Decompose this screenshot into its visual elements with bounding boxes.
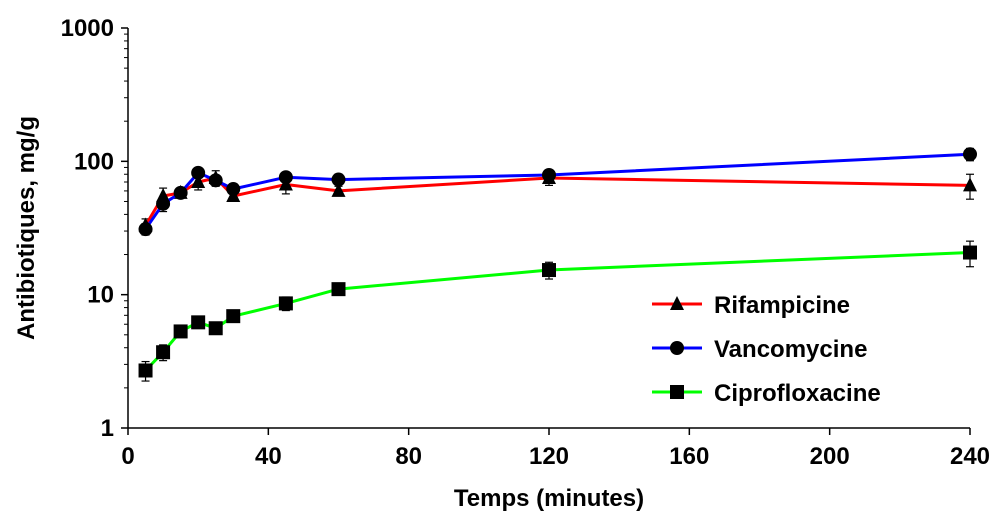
- x-tick-label-120: 120: [529, 443, 569, 470]
- series-rifampicine: [138, 169, 977, 234]
- point-ciprofloxacine-5: [138, 363, 153, 378]
- point-rifampicine-240: [963, 177, 977, 192]
- series-layer: [138, 147, 977, 382]
- series-line-rifampicine: [144, 176, 971, 227]
- point-vancomycine-60: [331, 172, 346, 187]
- legend-item-ciprofloxacine: Ciprofloxacine: [652, 380, 881, 407]
- point-vancomycine-5: [138, 222, 153, 237]
- x-tick-label-40: 40: [255, 443, 282, 470]
- x-axis-title: Temps (minutes): [454, 485, 644, 512]
- series-line-ciprofloxacine: [144, 251, 971, 372]
- point-vancomycine-30: [226, 182, 241, 197]
- series-vancomycine: [138, 147, 977, 237]
- legend-label-rifampicine: Rifampicine: [714, 292, 850, 319]
- point-ciprofloxacine-10: [156, 345, 171, 360]
- y-tick-label-10: 10: [87, 282, 114, 309]
- legend-label-vancomycine: Vancomycine: [714, 336, 867, 363]
- y-tick-label-1000: 1000: [61, 15, 114, 42]
- y-tick-label-100: 100: [74, 148, 114, 175]
- point-ciprofloxacine-25: [208, 321, 223, 336]
- x-tick-label-200: 200: [810, 443, 850, 470]
- legend-item-rifampicine: Rifampicine: [652, 292, 850, 319]
- point-ciprofloxacine-15: [173, 324, 188, 339]
- series-line-vancomycine: [144, 152, 971, 231]
- y-tick-label-1: 1: [101, 415, 114, 442]
- point-vancomycine-10: [156, 196, 171, 211]
- ticks: 0 40 80 120 160 200 240 1 10 100 1000: [61, 15, 990, 470]
- point-rifampicine-20: [191, 173, 206, 188]
- series-ciprofloxacine: [138, 240, 977, 382]
- point-vancomycine-15: [173, 185, 188, 200]
- point-vancomycine-20: [191, 165, 206, 180]
- legend-marker-vancomycine: [670, 341, 684, 355]
- legend-item-vancomycine: Vancomycine: [652, 336, 867, 363]
- x-tick-label-80: 80: [395, 443, 422, 470]
- point-rifampicine-60: [331, 182, 346, 197]
- point-vancomycine-25: [208, 173, 223, 188]
- legend-marker-rifampicine: [670, 296, 684, 310]
- point-ciprofloxacine-45: [278, 296, 293, 311]
- point-ciprofloxacine-120: [542, 263, 556, 278]
- point-ciprofloxacine-30: [226, 309, 241, 324]
- x-tick-label-240: 240: [950, 443, 990, 470]
- x-tick-label-0: 0: [121, 443, 134, 470]
- x-tick-label-160: 160: [669, 443, 709, 470]
- point-vancomycine-45: [278, 170, 293, 185]
- point-ciprofloxacine-20: [191, 315, 206, 330]
- legend: Rifampicine Vancomycine Ciprofloxacine: [652, 292, 881, 407]
- point-ciprofloxacine-60: [331, 282, 346, 297]
- point-vancomycine-120: [542, 167, 556, 182]
- point-ciprofloxacine-240: [963, 245, 977, 260]
- y-axis-title: Antibiotiques, mg/g: [13, 116, 40, 340]
- legend-marker-ciprofloxacine: [670, 385, 684, 399]
- point-vancomycine-240: [963, 147, 977, 162]
- axes: [127, 28, 970, 429]
- legend-label-ciprofloxacine: Ciprofloxacine: [714, 380, 881, 407]
